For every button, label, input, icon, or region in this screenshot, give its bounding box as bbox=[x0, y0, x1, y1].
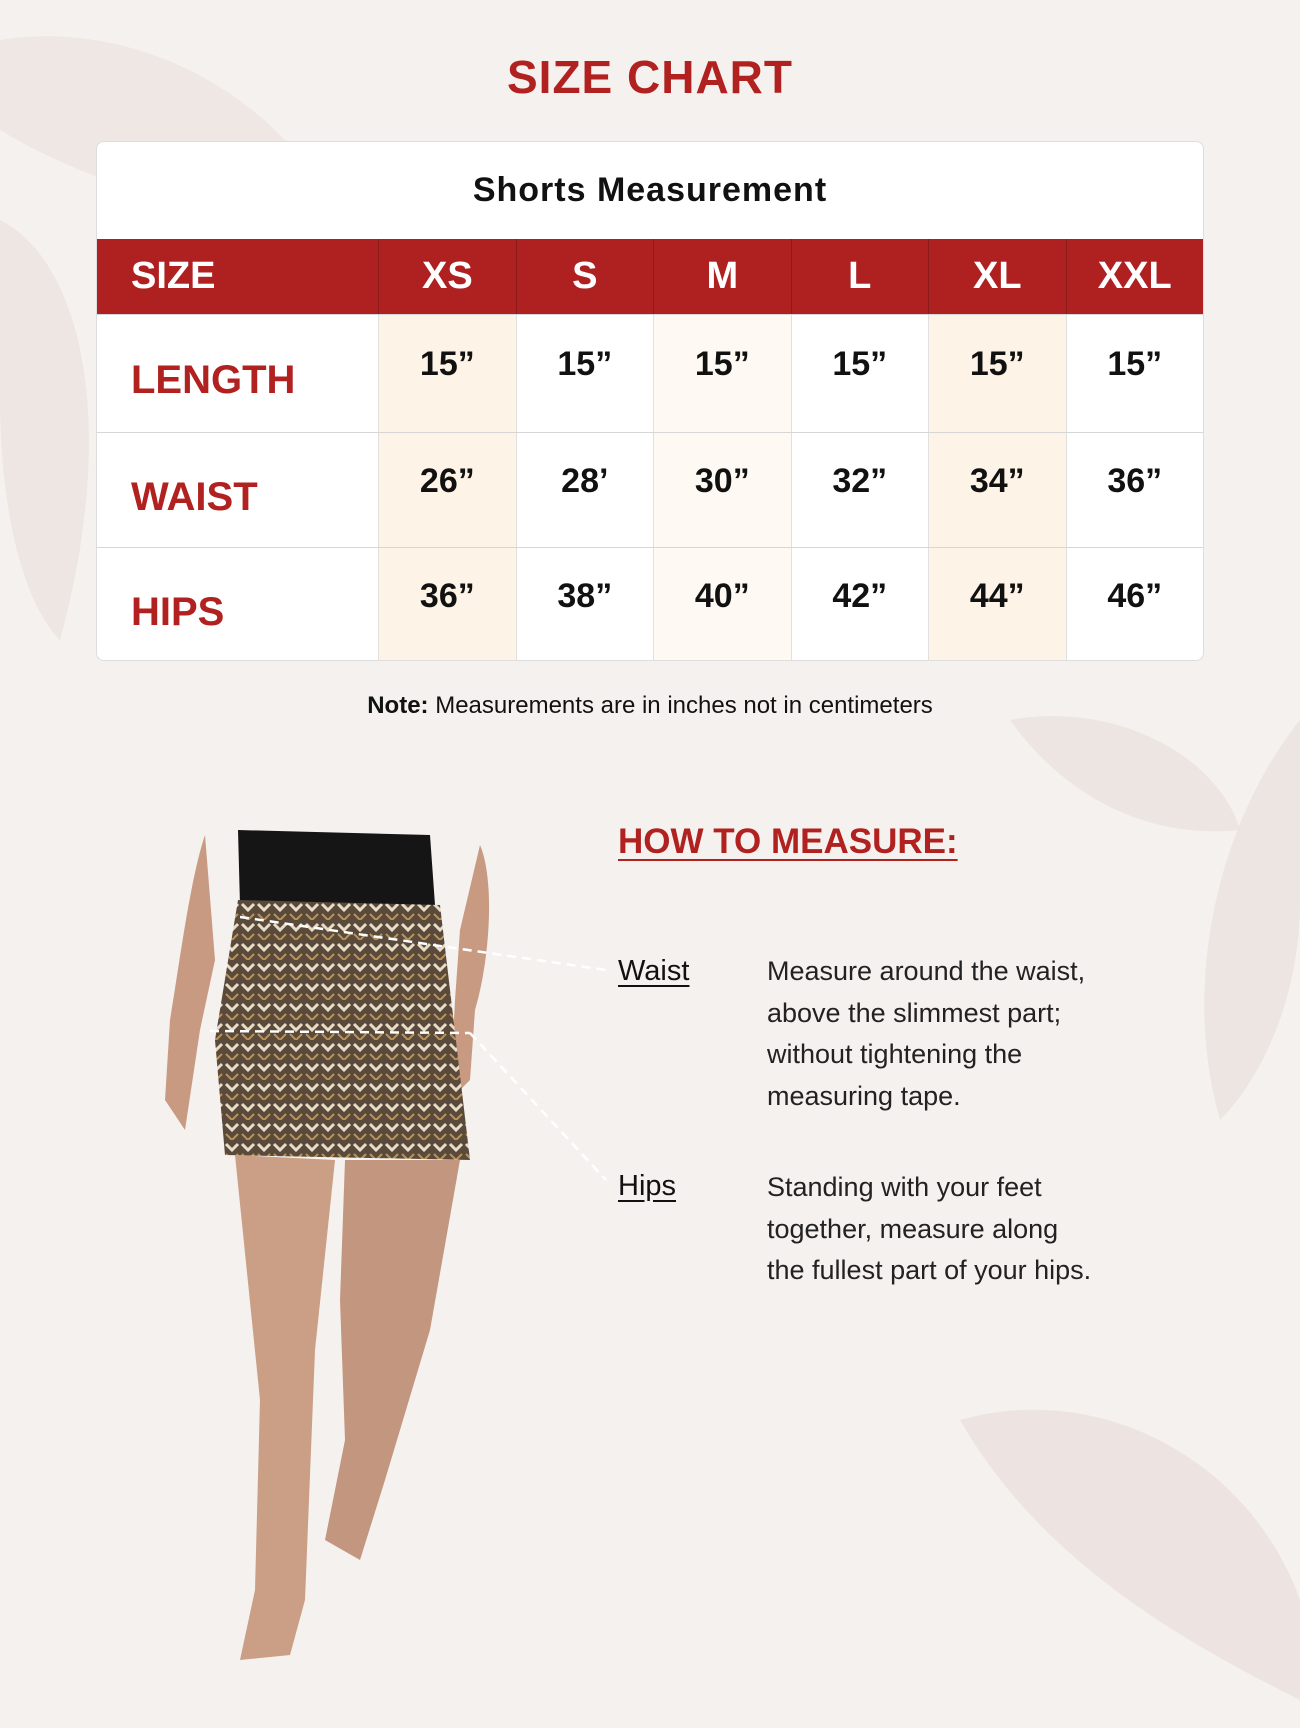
row-label: HIPS bbox=[131, 589, 225, 634]
size-table: Shorts Measurement SIZE XS S M L XL XXL … bbox=[96, 141, 1204, 661]
cell: 26” bbox=[378, 433, 516, 547]
cell: 30” bbox=[653, 433, 791, 547]
cell: 38” bbox=[515, 548, 653, 660]
cell: 36” bbox=[378, 548, 516, 660]
cell: 42” bbox=[790, 548, 928, 660]
header-xxl: XXL bbox=[1065, 239, 1203, 314]
cell: 15” bbox=[790, 315, 928, 432]
cell: 28’ bbox=[515, 433, 653, 547]
hips-guide-line-extension bbox=[469, 1032, 607, 1181]
cell: 15” bbox=[928, 315, 1066, 432]
cell: 15” bbox=[1065, 315, 1203, 432]
desc-line: measuring tape. bbox=[767, 1080, 961, 1111]
header-m: M bbox=[653, 239, 790, 314]
header-s: S bbox=[515, 239, 653, 314]
header-xs: XS bbox=[378, 239, 515, 314]
waist-guide-line bbox=[239, 915, 607, 972]
waist-label: Waist bbox=[618, 955, 690, 987]
cell: 15” bbox=[515, 315, 653, 432]
header-l: L bbox=[790, 239, 928, 314]
row-label: LENGTH bbox=[131, 358, 296, 402]
desc-line: together, measure along bbox=[767, 1213, 1059, 1244]
hips-label: Hips bbox=[618, 1170, 677, 1202]
cell: 40” bbox=[653, 548, 791, 660]
cell: 15” bbox=[378, 315, 516, 432]
how-to-measure-heading: HOW TO MEASURE: bbox=[618, 822, 958, 861]
header-size: SIZE bbox=[131, 255, 216, 297]
table-header: SIZE XS S M L XL XXL bbox=[97, 239, 1203, 314]
page-title: SIZE CHART bbox=[507, 51, 793, 103]
desc-line: Measure around the waist, bbox=[767, 956, 1086, 986]
note-text: Measurements are in inches not in centim… bbox=[428, 692, 933, 719]
cell: 36” bbox=[1065, 433, 1203, 547]
desc-line: without tightening the bbox=[767, 1039, 1023, 1069]
cell: 44” bbox=[928, 548, 1066, 660]
cell: 46” bbox=[1065, 548, 1203, 660]
hips-description: Standing with your feet together, measur… bbox=[767, 1167, 1187, 1292]
header-xl: XL bbox=[928, 239, 1065, 314]
desc-line: Standing with your feet bbox=[767, 1172, 1042, 1202]
table-row-waist: WAIST 26” 28’ 30” 32” 34” 36” bbox=[97, 432, 1203, 547]
desc-line: the fullest part of your hips. bbox=[767, 1255, 1092, 1285]
table-row-length: LENGTH 15” 15” 15” 15” 15” 15” bbox=[97, 314, 1203, 432]
cell: 32” bbox=[790, 433, 928, 547]
row-label: WAIST bbox=[131, 474, 258, 519]
note: Note: Measurements are in inches not in … bbox=[0, 692, 1300, 720]
model-figure bbox=[165, 830, 607, 1660]
table-row-hips: HIPS 36” 38” 40” 42” 44” 46” bbox=[97, 547, 1203, 660]
hips-guide-line bbox=[209, 1029, 471, 1035]
table-title: Shorts Measurement bbox=[472, 171, 828, 209]
cell: 15” bbox=[653, 315, 791, 432]
waist-description: Measure around the waist, above the slim… bbox=[767, 951, 1187, 1117]
note-prefix: Note: bbox=[367, 692, 429, 719]
desc-line: above the slimmest part; bbox=[767, 997, 1062, 1028]
cell: 34” bbox=[928, 433, 1066, 547]
